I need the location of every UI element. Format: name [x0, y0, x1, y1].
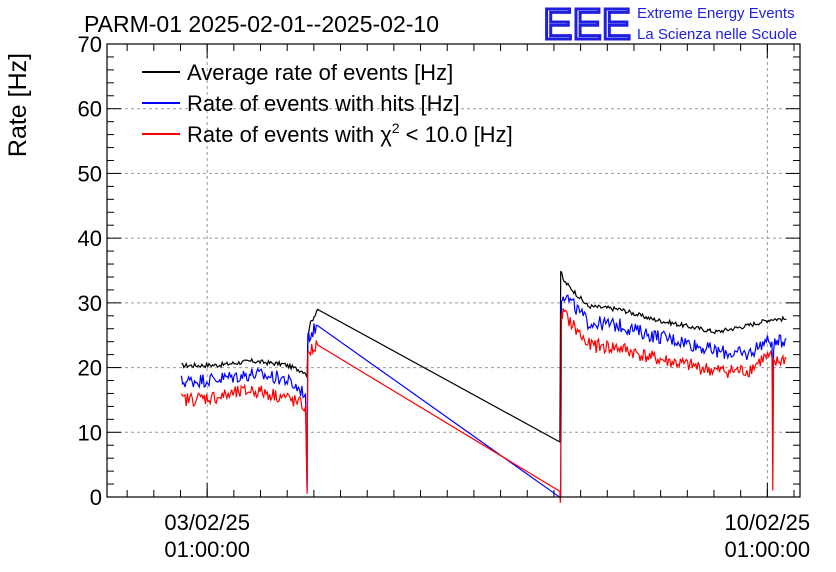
- y-tick-labels: 0 10 20 30 40 50 60 70: [78, 32, 102, 510]
- grid-lines: [107, 44, 800, 497]
- y-tick-label: 50: [78, 161, 102, 186]
- logo-line-2: La Scienza nelle Scuole: [637, 26, 797, 43]
- series-line-1: [180, 294, 787, 500]
- legend-chi2-text: Rate of events with χ: [187, 122, 392, 147]
- logo-line-1: Extreme Energy Events: [637, 5, 795, 22]
- logo-letters: EEE: [543, 0, 631, 49]
- x-tick-time: 01:00:00: [164, 537, 250, 562]
- plot-frame: [106, 43, 801, 498]
- y-tick-label: 70: [78, 32, 102, 57]
- series-line-2: [180, 308, 787, 503]
- y-tick-label: 0: [90, 485, 102, 510]
- series-line-0: [181, 270, 787, 444]
- x-tick-time: 01:00:00: [725, 537, 811, 562]
- eee-logo: EEE Extreme Energy Events La Scienza nel…: [542, 0, 798, 51]
- chart-title: PARM-01 2025-02-01--2025-02-10: [84, 11, 439, 37]
- legend-label-average: Average rate of events [Hz]: [187, 60, 453, 85]
- y-tick-label: 60: [78, 97, 102, 122]
- axis-ticks: [107, 43, 800, 498]
- y-tick-label: 30: [78, 291, 102, 316]
- legend-chi2-threshold: < 10.0 [Hz]: [400, 122, 513, 147]
- legend-label-chi2: Rate of events with χ2 < 10.0 [Hz]: [187, 120, 513, 147]
- y-tick-label: 10: [78, 420, 102, 445]
- legend-label-hits: Rate of events with hits [Hz]: [187, 91, 460, 116]
- x-tick-date: 03/02/25: [164, 510, 250, 535]
- x-tick-date: 10/02/25: [725, 510, 811, 535]
- legend: Average rate of events [Hz] Rate of even…: [142, 60, 513, 147]
- y-tick-label: 40: [78, 226, 102, 251]
- y-tick-label: 20: [78, 356, 102, 381]
- y-axis-label: Rate [Hz]: [4, 53, 32, 157]
- series-group: [180, 270, 787, 503]
- legend-chi2-superscript: 2: [392, 120, 400, 136]
